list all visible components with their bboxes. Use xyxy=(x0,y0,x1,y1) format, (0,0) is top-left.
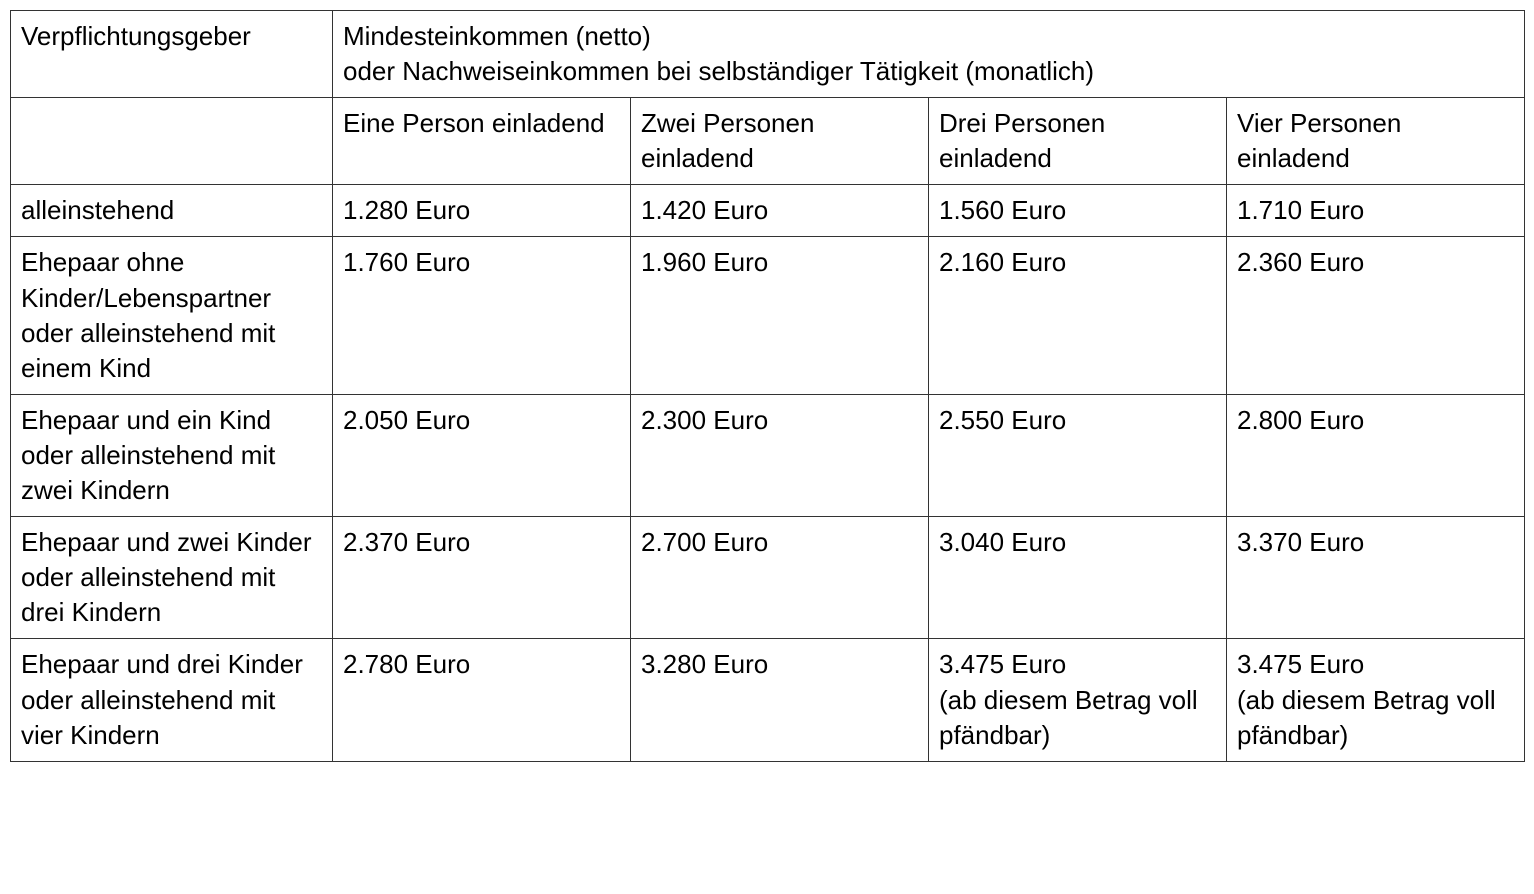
table-row: Ehepaar und zwei Kinder oder alleinstehe… xyxy=(11,517,1525,639)
cell-value: 1.760 Euro xyxy=(333,237,631,394)
cell-value: 1.420 Euro xyxy=(631,185,929,237)
cell-value: 2.800 Euro xyxy=(1227,394,1525,516)
cell-value: 1.710 Euro xyxy=(1227,185,1525,237)
cell-value: 2.360 Euro xyxy=(1227,237,1525,394)
table-header-row-1: Verpflichtungsgeber Mindesteinkommen (ne… xyxy=(11,11,1525,98)
header-col-4: Vier Personen einladend xyxy=(1227,98,1525,185)
cell-value: 3.370 Euro xyxy=(1227,517,1525,639)
header-col-2: Zwei Personen einladend xyxy=(631,98,929,185)
cell-value: 3.475 Euro(ab diesem Betrag voll pfändba… xyxy=(929,639,1227,761)
cell-value: 2.550 Euro xyxy=(929,394,1227,516)
table-header-row-2: Eine Person einladend Zwei Personen einl… xyxy=(11,98,1525,185)
cell-value: 3.475 Euro(ab diesem Betrag voll pfändba… xyxy=(1227,639,1525,761)
cell-value: 3.280 Euro xyxy=(631,639,929,761)
cell-value: 2.700 Euro xyxy=(631,517,929,639)
header-left-label: Verpflichtungsgeber xyxy=(11,11,333,98)
header-col-3: Drei Personen einladend xyxy=(929,98,1227,185)
income-table: Verpflichtungsgeber Mindesteinkommen (ne… xyxy=(10,10,1525,762)
cell-value: 2.780 Euro xyxy=(333,639,631,761)
cell-value: 2.160 Euro xyxy=(929,237,1227,394)
row-label: Ehepaar und ein Kind oder alleinstehend … xyxy=(11,394,333,516)
table-row: Ehepaar und drei Kinder oder alleinstehe… xyxy=(11,639,1525,761)
table-body: alleinstehend 1.280 Euro 1.420 Euro 1.56… xyxy=(11,185,1525,761)
cell-value: 3.040 Euro xyxy=(929,517,1227,639)
header-span-label: Mindesteinkommen (netto)oder Nachweisein… xyxy=(333,11,1525,98)
cell-value: 2.050 Euro xyxy=(333,394,631,516)
row-label: Ehepaar ohne Kinder/Lebenspartner oder a… xyxy=(11,237,333,394)
header-col-1: Eine Person einladend xyxy=(333,98,631,185)
row-label: Ehepaar und drei Kinder oder alleinstehe… xyxy=(11,639,333,761)
cell-value: 1.280 Euro xyxy=(333,185,631,237)
table-row: Ehepaar und ein Kind oder alleinstehend … xyxy=(11,394,1525,516)
cell-value: 2.300 Euro xyxy=(631,394,929,516)
row-label: alleinstehend xyxy=(11,185,333,237)
row-label: Ehepaar und zwei Kinder oder alleinstehe… xyxy=(11,517,333,639)
header-empty xyxy=(11,98,333,185)
table-row: Ehepaar ohne Kinder/Lebenspartner oder a… xyxy=(11,237,1525,394)
cell-value: 2.370 Euro xyxy=(333,517,631,639)
cell-value: 1.560 Euro xyxy=(929,185,1227,237)
table-row: alleinstehend 1.280 Euro 1.420 Euro 1.56… xyxy=(11,185,1525,237)
cell-value: 1.960 Euro xyxy=(631,237,929,394)
